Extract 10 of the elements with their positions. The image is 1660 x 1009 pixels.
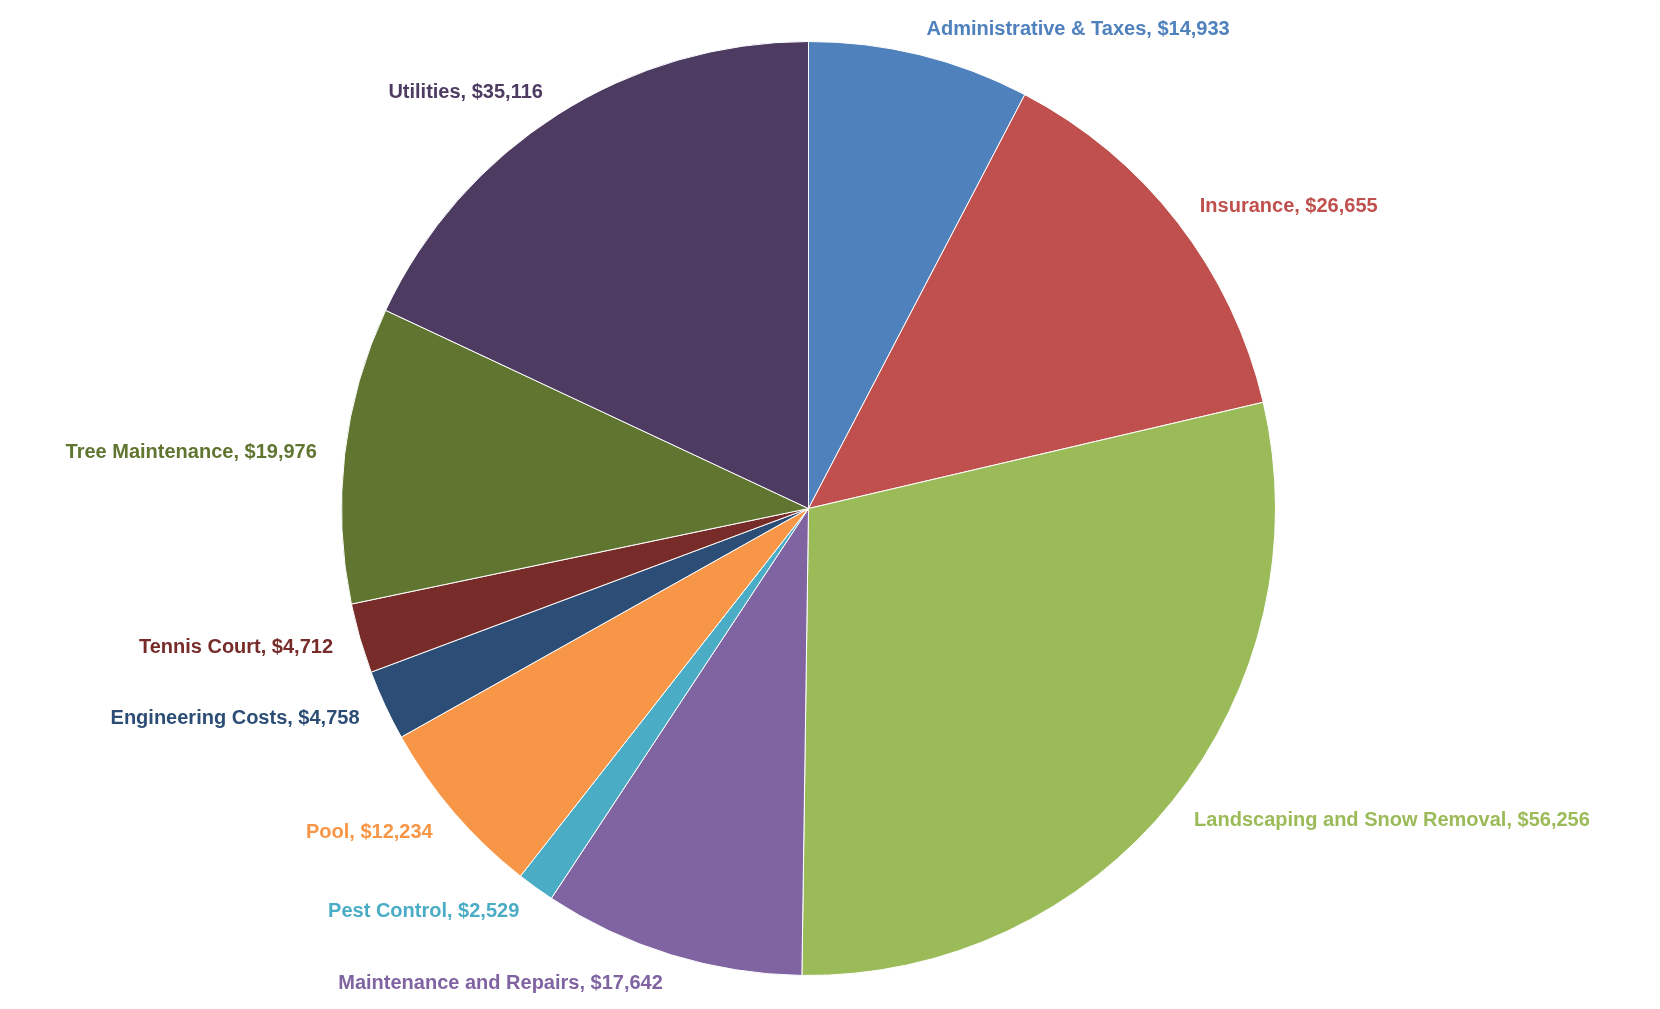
slice-label: Pest Control, $2,529 — [328, 899, 520, 922]
slice-label: Engineering Costs, $4,758 — [110, 706, 360, 729]
slice-label: Maintenance and Repairs, $17,642 — [338, 970, 663, 993]
slice-label: Landscaping and Snow Removal, $56,256 — [1194, 807, 1590, 830]
slice-label: Pool, $12,234 — [305, 819, 434, 842]
slice-label: Tree Maintenance, $19,976 — [65, 440, 317, 463]
slice-label: Administrative & Taxes, $14,933 — [926, 16, 1230, 39]
slice-label: Tennis Court, $4,712 — [138, 635, 334, 658]
slice-label: Utilities, $35,116 — [388, 79, 543, 102]
slice-label: Insurance, $26,655 — [1199, 194, 1378, 217]
